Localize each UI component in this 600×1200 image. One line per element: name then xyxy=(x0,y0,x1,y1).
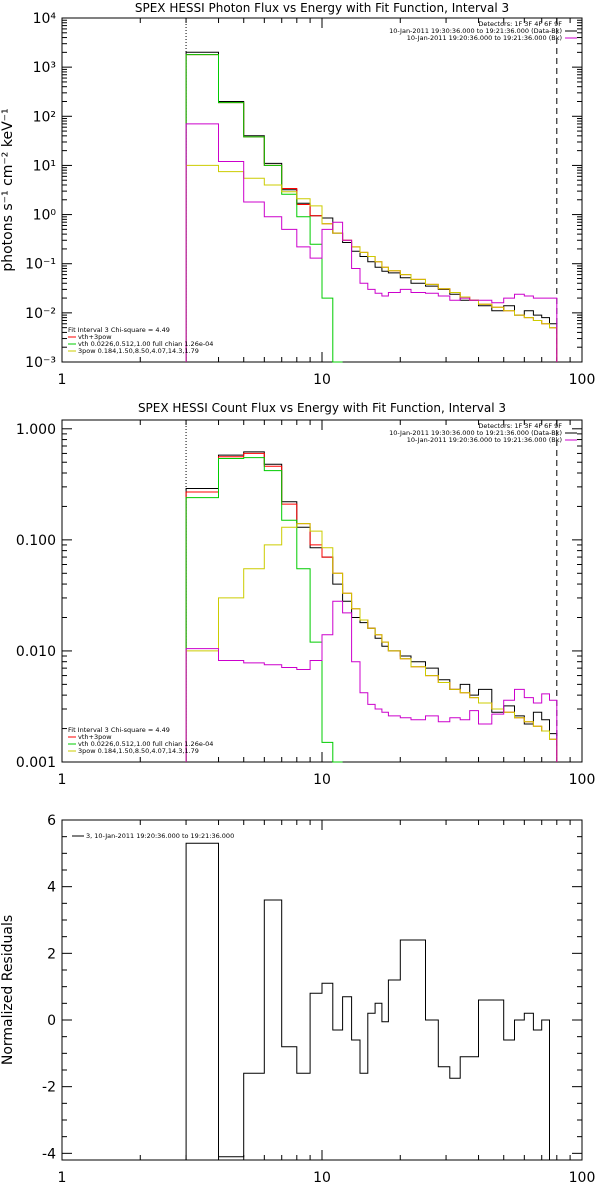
legend-entry: vth 0.0226,0.512,1.00 full chian 1.26e-0… xyxy=(78,340,213,348)
y-tick-label: -2 xyxy=(42,1080,56,1096)
series-line-bk xyxy=(185,600,558,762)
x-tick-label: 1 xyxy=(58,772,67,788)
y-tick-label: 10⁻² xyxy=(25,306,56,322)
x-tick-label: 100 xyxy=(569,372,596,388)
legend-entry: vth+3pow xyxy=(78,333,112,341)
y-tick-label: 6 xyxy=(47,813,56,829)
legend-entry: 10-Jan-2011 19:30:36.000 to 19:21:36.000… xyxy=(389,429,562,437)
series-line-3-10-jan-2011-19-20-36-000-to-19-21-36-000 xyxy=(185,842,557,1161)
x-tick-label: 100 xyxy=(569,1170,596,1186)
y-tick-label: 2 xyxy=(47,946,56,962)
series-line-bk xyxy=(185,123,558,362)
series-line-data-bk xyxy=(185,51,558,362)
x-tick-label: 10 xyxy=(313,772,331,788)
y-tick-label: 0.010 xyxy=(16,644,56,660)
chart-title-1: SPEX HESSI Count Flux vs Energy with Fit… xyxy=(138,401,506,415)
y-tick-label: 10¹ xyxy=(33,158,56,174)
legend-entry: 10-Jan-2011 19:20:36.000 to 19:21:36.000… xyxy=(407,436,562,444)
x-tick-label: 10 xyxy=(313,372,331,388)
legend-entry: 3pow 0.184,1.50,8.50,4.07,14.3,1.79 xyxy=(78,747,199,755)
y-axis-label-2: Normalized Residuals xyxy=(0,915,16,1065)
legend-entry: vth 0.0226,0.512,1.00 full chian 1.26e-0… xyxy=(78,740,213,748)
y-tick-label: 4 xyxy=(47,880,56,896)
y-tick-label: 10³ xyxy=(33,60,56,76)
x-tick-label: 1 xyxy=(58,1170,67,1186)
y-tick-label: 10⁻¹ xyxy=(25,257,56,273)
legend-entry: 10-Jan-2011 19:30:36.000 to 19:21:36.000… xyxy=(389,27,562,35)
chart-title-0: SPEX HESSI Photon Flux vs Energy with Fi… xyxy=(135,1,509,15)
x-tick-label: 100 xyxy=(569,772,596,788)
legend-entry: 10-Jan-2011 19:20:36.000 to 19:21:36.000… xyxy=(407,34,562,42)
series-line-vth-3pow xyxy=(185,54,558,362)
y-tick-label: 10² xyxy=(33,109,56,125)
y-tick-label: 0 xyxy=(47,1013,56,1029)
y-tick-label: 0.100 xyxy=(16,533,56,549)
series-line-vth xyxy=(185,54,343,363)
x-tick-label: 1 xyxy=(58,372,67,388)
series-line-vth-3pow xyxy=(185,452,558,762)
y-tick-label: 10⁴ xyxy=(33,11,57,27)
x-tick-label: 10 xyxy=(313,1170,331,1186)
series-line-data-bk xyxy=(185,451,558,762)
y-tick-label: 1.000 xyxy=(16,422,56,438)
legend-entry: 3, 10-Jan-2011 19:20:36.000 to 19:21:36.… xyxy=(86,832,234,840)
series-line-3pow xyxy=(185,523,558,762)
legend-entry: vth+3pow xyxy=(78,733,112,741)
legend-entry: Detectors: 1F 3F 4F 6F 9F xyxy=(478,20,562,28)
y-tick-label: 0.001 xyxy=(16,755,56,771)
y-axis-label-0: photons s⁻¹ cm⁻² keV⁻¹ xyxy=(0,108,16,271)
legend-entry: Fit Interval 3 Chi-square = 4.49 xyxy=(68,326,170,334)
y-tick-label: -4 xyxy=(42,1146,56,1162)
legend-entry: 3pow 0.184,1.50,8.50,4.07,14.3,1.79 xyxy=(78,347,199,355)
series-line-vth xyxy=(185,457,343,763)
y-tick-label: 10⁻³ xyxy=(25,355,56,371)
legend-entry: Fit Interval 3 Chi-square = 4.49 xyxy=(68,726,170,734)
legend-entry: Detectors: 1F 3F 4F 6F 9F xyxy=(478,422,562,430)
series-line-3pow xyxy=(185,164,558,362)
y-tick-label: 10⁰ xyxy=(33,208,57,224)
